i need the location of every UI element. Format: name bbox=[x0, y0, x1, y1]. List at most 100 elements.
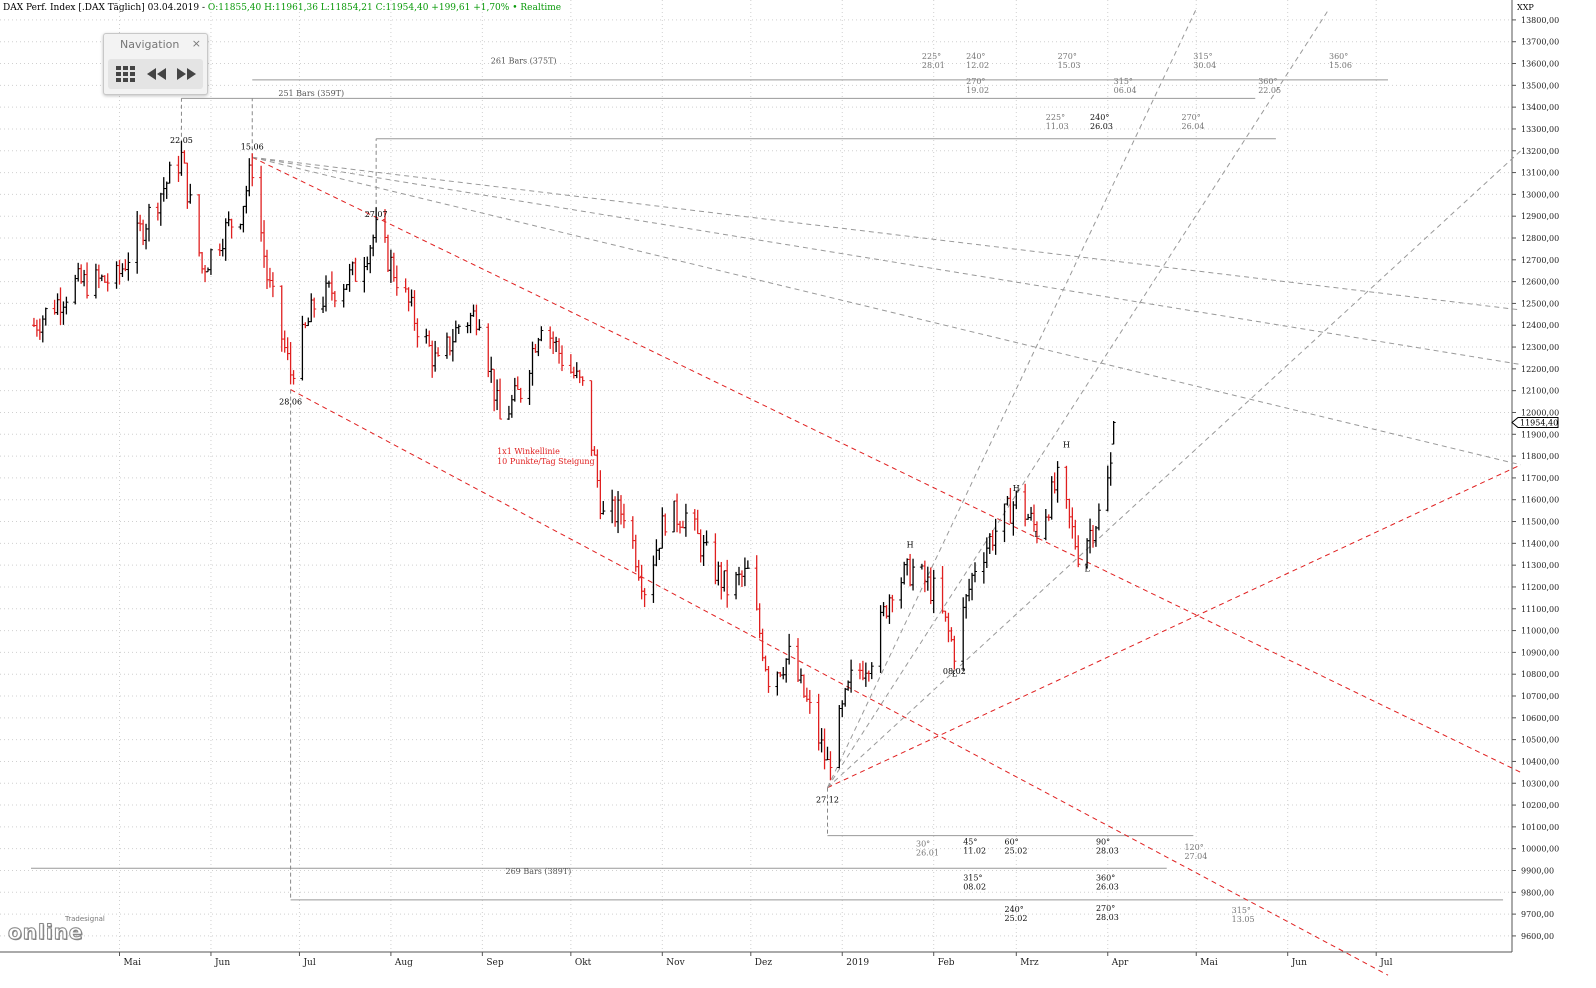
ohlc-bar-up bbox=[1026, 514, 1030, 520]
ohlc-bar-up bbox=[672, 501, 676, 532]
ohlc-bar-up bbox=[864, 663, 868, 687]
trend-line bbox=[252, 157, 1521, 310]
cycle-date: 15.06 bbox=[1329, 61, 1352, 70]
ohlc-bar-up bbox=[1011, 501, 1015, 536]
ohlc-bar-down bbox=[271, 272, 275, 297]
pattern-label: L bbox=[1084, 565, 1090, 574]
pattern-label: H bbox=[1013, 484, 1020, 493]
ohlc-bar-down bbox=[890, 595, 894, 612]
angle-annotation: 1x1 Winkellinie10 Punkte/Tag Steigung bbox=[497, 447, 595, 466]
cycle-date: 30.04 bbox=[1193, 61, 1216, 70]
grid-icon[interactable] bbox=[113, 62, 139, 86]
x-tick-label: Jul bbox=[1379, 958, 1392, 968]
cycle-date: 26.04 bbox=[1182, 122, 1205, 131]
navigation-panel[interactable]: Navigation × bbox=[103, 33, 208, 95]
ohlc-bar-up bbox=[64, 297, 68, 315]
rewind-icon[interactable] bbox=[144, 62, 170, 86]
ohlc-bar-down bbox=[354, 258, 358, 282]
close-icon[interactable]: × bbox=[192, 37, 201, 50]
ohlc-bar-up bbox=[507, 406, 511, 420]
key-point-labels: 22.0515.0628.0627.0727.1208.02HLHLHL bbox=[170, 136, 1090, 805]
cycle-degree: 360° bbox=[1096, 873, 1115, 882]
cycle-date: 08.02 bbox=[963, 882, 986, 891]
cycle-degree: 270° bbox=[1096, 904, 1115, 913]
ohlc-bar-down bbox=[867, 671, 871, 682]
trend-line bbox=[828, 151, 1521, 788]
ohlc-bar-up bbox=[300, 316, 304, 381]
ohlc-bar-up bbox=[610, 490, 614, 524]
ohlc-bar-down bbox=[619, 495, 623, 524]
trend-line bbox=[291, 390, 1388, 976]
ohlc-bar-up bbox=[345, 284, 349, 290]
ohlc-bar-up bbox=[324, 275, 328, 311]
ohlc-bar-down bbox=[59, 287, 63, 325]
trend-lines bbox=[252, 9, 1521, 975]
bar-count-labels: 261 Bars (375T)251 Bars (359T)269 Bars (… bbox=[278, 57, 571, 876]
x-tick-label: Mai bbox=[124, 958, 142, 968]
key-point-label: 28.06 bbox=[279, 398, 302, 407]
ohlc-bar-up bbox=[1097, 503, 1101, 530]
ohlc-bar-down bbox=[1091, 525, 1095, 548]
y-tick-label: 12900,00 bbox=[1521, 212, 1559, 221]
ohlc-bar-down bbox=[1064, 466, 1068, 509]
ohlc-bar-up bbox=[651, 556, 655, 603]
ohlc-bar-down bbox=[427, 331, 431, 347]
ohlc-bar-up bbox=[994, 519, 998, 555]
ohlc-bar-up bbox=[684, 504, 688, 537]
chart-header: DAX Perf. Index [.DAX Täglich] 03.04.201… bbox=[3, 3, 561, 13]
ohlc-bar-down bbox=[1067, 499, 1071, 529]
ohlc-bar-up bbox=[1005, 496, 1009, 506]
y-tick-label: 11500,00 bbox=[1521, 518, 1559, 527]
fast-forward-icon[interactable] bbox=[174, 62, 200, 86]
y-tick-label: 11700,00 bbox=[1521, 474, 1559, 483]
ohlc-bar-up bbox=[188, 184, 192, 204]
pattern-label: H bbox=[1063, 440, 1070, 449]
y-tick-label: 12500,00 bbox=[1521, 299, 1559, 308]
cycle-degree: 315° bbox=[963, 873, 982, 882]
ohlc-bar-down bbox=[595, 449, 599, 487]
ohlc-bar-up bbox=[179, 141, 183, 176]
ohlc-bar-down bbox=[79, 264, 83, 283]
ohlc-bar-down bbox=[796, 638, 800, 682]
cycle-degree: 240° bbox=[1090, 113, 1109, 122]
ohlc-bar-up bbox=[601, 501, 605, 515]
ohlc-bar-down bbox=[643, 588, 647, 607]
ohlc-bar-down bbox=[203, 265, 207, 282]
cycle-degree: 120° bbox=[1184, 843, 1203, 852]
ohlc-bar-up bbox=[327, 281, 331, 288]
ohlc-bar-down bbox=[413, 290, 417, 331]
ohlc-bar-up bbox=[466, 322, 470, 333]
y-tick-label: 12700,00 bbox=[1521, 256, 1559, 265]
ohlc-bar-down bbox=[755, 555, 759, 610]
y-tick-label: 12600,00 bbox=[1521, 278, 1559, 287]
ohlc-bar-down bbox=[218, 244, 222, 256]
ohlc-bar-up bbox=[221, 239, 225, 257]
ohlc-bar-up bbox=[554, 337, 558, 352]
ohlc-bar-down bbox=[719, 562, 723, 600]
y-tick-label: 10300,00 bbox=[1521, 779, 1559, 788]
ohlc-bar-down bbox=[761, 629, 765, 661]
x-tick-label: Okt bbox=[575, 958, 592, 968]
x-tick-label: Apr bbox=[1111, 958, 1129, 968]
ohlc-bar-down bbox=[598, 470, 602, 519]
ohlc-bar-up bbox=[840, 700, 844, 717]
ohlc-bar-up bbox=[879, 605, 883, 673]
ohlc-bar-down bbox=[474, 305, 478, 336]
x-tick-label: Aug bbox=[394, 958, 413, 968]
ohlc-bar-down bbox=[548, 326, 552, 348]
y-tick-label: 12200,00 bbox=[1521, 365, 1559, 374]
ohlc-bar-down bbox=[292, 370, 296, 384]
axis-label: XXP bbox=[1517, 3, 1534, 12]
ohlc-bar-down bbox=[138, 215, 142, 231]
ohlc-bar-down bbox=[498, 379, 502, 420]
ohlc-bar-up bbox=[342, 284, 346, 308]
ohlc-bar-up bbox=[1109, 452, 1113, 486]
x-tick-label: Jun bbox=[1291, 958, 1307, 968]
ohlc-bar-down bbox=[581, 376, 585, 386]
y-tick-label: 13400,00 bbox=[1521, 103, 1559, 112]
ohlc-bar-down bbox=[828, 751, 832, 780]
ohlc-bar-down bbox=[280, 285, 284, 351]
x-tick-label: Feb bbox=[938, 958, 955, 968]
y-tick-label: 13600,00 bbox=[1521, 60, 1559, 69]
